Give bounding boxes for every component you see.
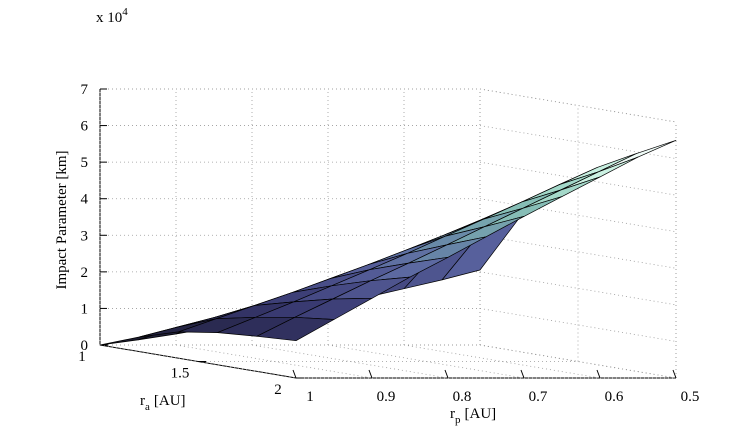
- axes-box: [99, 89, 676, 379]
- rp-tick-label: 1: [306, 389, 314, 405]
- rp-axis-label: rp [AU]: [450, 406, 496, 426]
- grid-lines: [99, 88, 677, 379]
- ra-axis-label: ra [AU]: [140, 393, 186, 413]
- z-axis-label: Impact Parameter [km]: [54, 150, 70, 289]
- z-grid-line: [100, 161, 677, 196]
- ra-tick-label: 2: [274, 382, 282, 398]
- rp-tick-label: 0.8: [453, 389, 472, 405]
- rp-tick-label: 0.7: [529, 389, 548, 405]
- rp-tick-mark: [520, 369, 525, 379]
- rp-tick-label: 0.6: [605, 389, 624, 405]
- z-tick-label: 0: [81, 338, 89, 354]
- surface-mesh: [99, 139, 677, 346]
- surface-patch: [559, 153, 638, 185]
- z-grid-line: [100, 271, 677, 306]
- z-tick-label: 7: [81, 82, 89, 98]
- z-tick-label: 3: [81, 228, 89, 244]
- surface-patch: [256, 316, 335, 342]
- surface-patch: [560, 156, 639, 191]
- rp-tick-label: 0.5: [681, 389, 700, 405]
- rp-tick-mark: [368, 369, 373, 379]
- ra-tick-label: 1: [78, 349, 86, 365]
- rp-tick-mark: [292, 369, 297, 379]
- ra-grid-line: [100, 89, 481, 346]
- z-tick-label: 2: [81, 265, 89, 281]
- ra-grid-line: [198, 105, 579, 362]
- z-tick-label: 5: [81, 155, 89, 171]
- surface-patch: [522, 176, 601, 209]
- surface-patch: [598, 139, 677, 173]
- z-grid-line: [100, 198, 677, 233]
- z-grid-line: [100, 88, 677, 123]
- rp-tick-label: 0.9: [377, 389, 396, 405]
- rp-tick-mark: [596, 369, 601, 379]
- rp-tick-mark: [444, 369, 449, 379]
- z-tick-label: 1: [81, 301, 89, 317]
- ra-tick-label: 1.5: [171, 366, 190, 382]
- z-exponent-label: x 104: [96, 6, 128, 26]
- z-grid-line: [100, 125, 677, 159]
- z-tick-label: 4: [81, 192, 89, 208]
- rp-tick-mark: [672, 369, 677, 379]
- z-tick-label: 6: [81, 119, 89, 135]
